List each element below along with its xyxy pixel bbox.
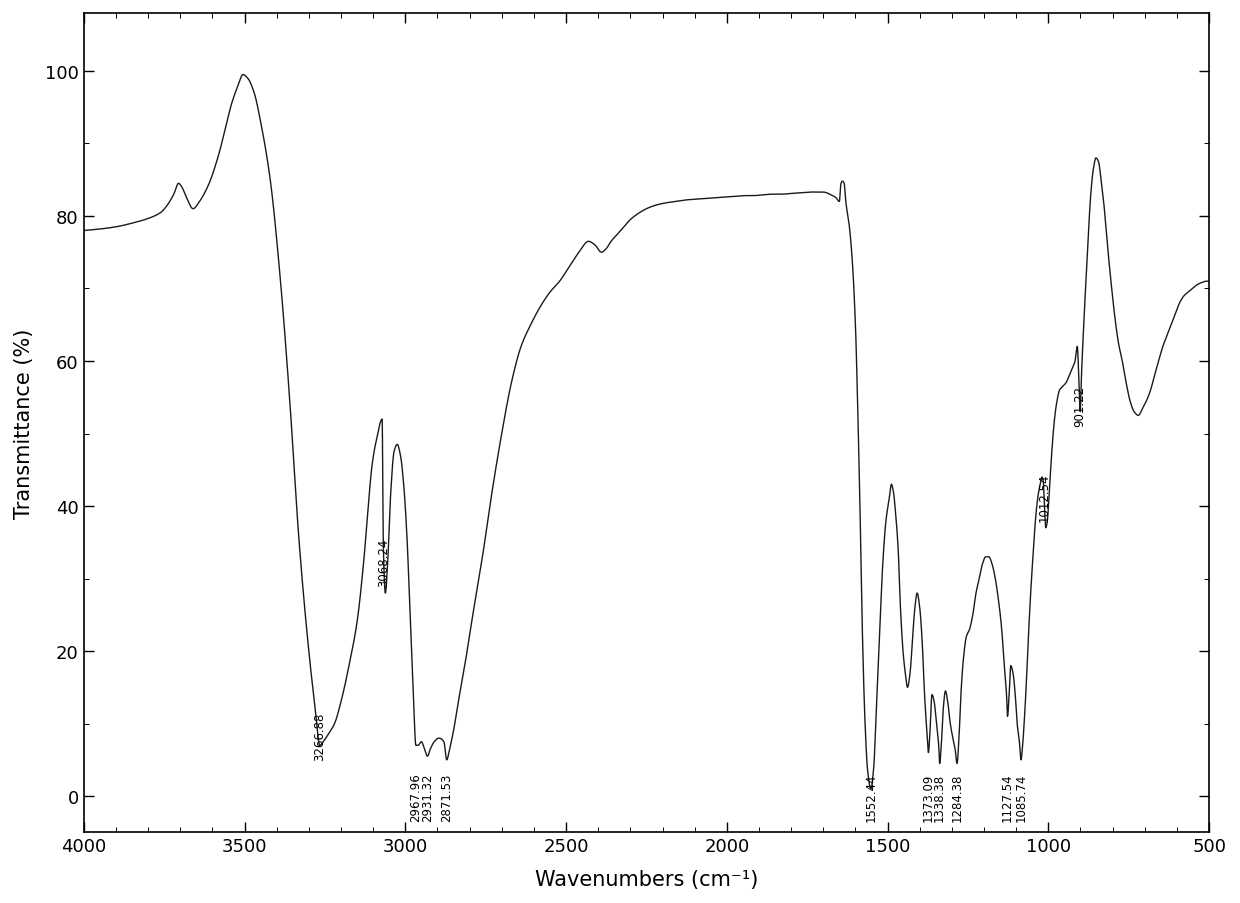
Y-axis label: Transmittance (%): Transmittance (%): [14, 328, 33, 518]
Text: 1338.38: 1338.38: [932, 774, 946, 822]
Text: 2931.32: 2931.32: [420, 773, 434, 822]
Text: 2871.53: 2871.53: [440, 773, 453, 822]
X-axis label: Wavenumbers (cm⁻¹): Wavenumbers (cm⁻¹): [534, 870, 758, 889]
Text: 2967.96: 2967.96: [409, 773, 422, 822]
Text: 3266.88: 3266.88: [312, 712, 326, 760]
Text: 1085.74: 1085.74: [1014, 773, 1027, 822]
Text: 1127.54: 1127.54: [1001, 773, 1014, 822]
Text: 1552.44: 1552.44: [864, 773, 877, 822]
Text: 1012.54: 1012.54: [1038, 472, 1050, 521]
Text: 3068.24: 3068.24: [377, 538, 389, 586]
Text: 901.22: 901.22: [1074, 386, 1086, 427]
Text: 1373.09: 1373.09: [921, 773, 935, 822]
Text: 1284.38: 1284.38: [950, 773, 963, 822]
